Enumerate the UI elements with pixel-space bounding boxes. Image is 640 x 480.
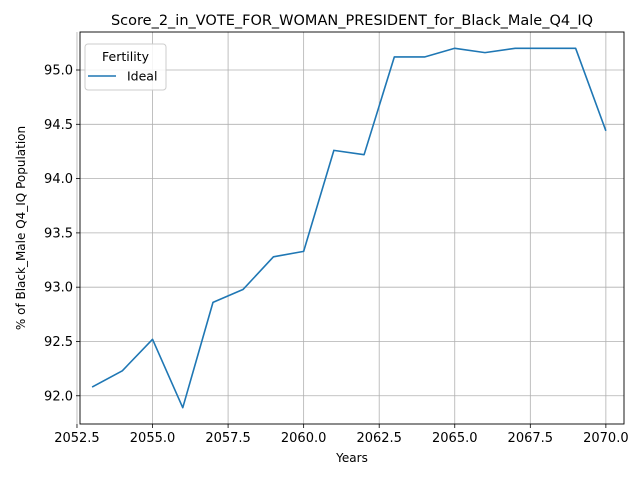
y-axis-label: % of Black_Male Q4_IQ Population bbox=[14, 126, 28, 330]
x-tick-label: 2055.0 bbox=[130, 431, 176, 446]
data-point bbox=[514, 47, 517, 50]
data-point bbox=[181, 406, 184, 409]
data-point bbox=[604, 129, 607, 132]
x-tick-label: 2052.5 bbox=[54, 431, 100, 446]
series-layer bbox=[91, 47, 607, 409]
y-tick-label: 92.5 bbox=[44, 335, 73, 350]
data-point bbox=[121, 369, 124, 372]
data-point bbox=[332, 149, 335, 152]
x-tick-label: 2067.5 bbox=[508, 431, 554, 446]
legend-title: Fertility bbox=[102, 49, 150, 64]
legend: Fertility Ideal bbox=[84, 43, 167, 91]
y-axis: 92.0 92.5 93.0 93.5 94.0 94.5 95.0 bbox=[44, 64, 80, 404]
data-point bbox=[544, 47, 547, 50]
x-tick-label: 2065.0 bbox=[432, 431, 478, 446]
plot-area-frame bbox=[79, 31, 625, 425]
y-tick-label: 95.0 bbox=[44, 64, 73, 79]
data-point bbox=[242, 288, 245, 291]
y-tick-label: 92.0 bbox=[44, 389, 73, 404]
data-point bbox=[91, 386, 94, 389]
x-axis: 2052.5 2055.0 2057.5 2060.0 2062.5 2065.0 2067… bbox=[54, 424, 629, 446]
data-point bbox=[574, 47, 577, 50]
y-tick-label: 93.5 bbox=[44, 226, 73, 241]
series-line-ideal bbox=[91, 47, 607, 409]
data-point bbox=[363, 153, 366, 156]
chart-title: Score_2_in_VOTE_FOR_WOMAN_PRESIDENT_for_… bbox=[111, 13, 593, 29]
grid bbox=[76, 32, 624, 424]
legend-label-ideal: Ideal bbox=[127, 69, 157, 84]
y-tick-label: 93.0 bbox=[44, 281, 73, 296]
data-point bbox=[272, 255, 275, 258]
data-point bbox=[302, 250, 305, 253]
legend-box bbox=[84, 43, 167, 91]
data-point bbox=[423, 55, 426, 58]
x-tick-label: 2070.0 bbox=[583, 431, 629, 446]
x-tick-label: 2060.0 bbox=[281, 431, 327, 446]
data-point bbox=[151, 338, 154, 341]
x-axis-label: Years bbox=[335, 451, 368, 465]
data-point bbox=[453, 47, 456, 50]
y-tick-label: 94.0 bbox=[44, 172, 73, 187]
data-point bbox=[211, 301, 214, 304]
x-tick-label: 2057.5 bbox=[205, 431, 251, 446]
data-point bbox=[393, 55, 396, 58]
data-point bbox=[483, 51, 486, 54]
x-tick-label: 2062.5 bbox=[356, 431, 402, 446]
y-tick-label: 94.5 bbox=[44, 118, 73, 133]
